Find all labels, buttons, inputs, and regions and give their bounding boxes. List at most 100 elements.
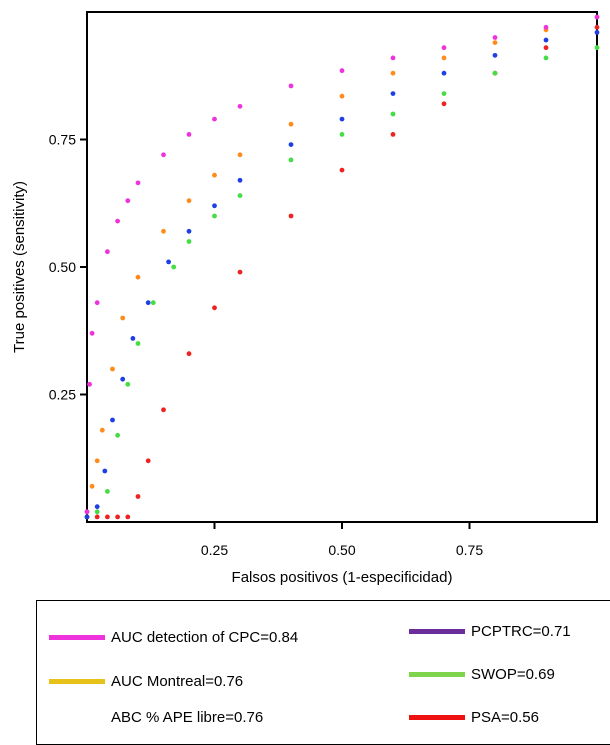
data-point bbox=[237, 103, 243, 109]
data-point bbox=[441, 55, 447, 61]
legend-item-montreal: AUC Montreal=0.76 bbox=[49, 673, 243, 690]
data-point bbox=[115, 514, 120, 520]
legend-swatch-montreal bbox=[49, 679, 105, 684]
data-point bbox=[212, 116, 217, 122]
plot-frame bbox=[86, 11, 598, 523]
data-point bbox=[594, 14, 600, 20]
data-point bbox=[339, 167, 345, 173]
legend-item-swop: SWOP=0.69 bbox=[409, 666, 555, 683]
data-point bbox=[390, 111, 396, 117]
data-point bbox=[594, 45, 600, 51]
data-point bbox=[105, 249, 110, 255]
data-point bbox=[105, 489, 110, 494]
x-tick-label: 0.75 bbox=[456, 542, 483, 558]
data-point bbox=[237, 177, 243, 183]
data-point bbox=[288, 83, 294, 89]
data-point bbox=[89, 330, 95, 336]
data-point bbox=[492, 70, 498, 76]
data-point bbox=[130, 336, 136, 341]
legend: AUC detection of CPC=0.84 AUC Montreal=0… bbox=[36, 600, 610, 745]
data-point bbox=[135, 274, 141, 280]
data-point bbox=[237, 269, 243, 275]
data-point bbox=[441, 70, 447, 76]
legend-label-psa: PSA=0.56 bbox=[471, 709, 539, 726]
x-axis-title: Falsos positivos (1-especificidad) bbox=[232, 569, 453, 586]
legend-item-ape-libre: ABC % APE libre=0.76 bbox=[49, 709, 263, 726]
data-point bbox=[94, 514, 100, 520]
roc-points bbox=[84, 14, 600, 520]
data-point bbox=[441, 91, 447, 96]
legend-swatch-swop bbox=[409, 672, 465, 677]
data-point bbox=[94, 504, 100, 510]
legend-item-psa: PSA=0.56 bbox=[409, 709, 539, 726]
data-point bbox=[145, 458, 151, 464]
data-point bbox=[150, 300, 156, 306]
legend-label-swop: SWOP=0.69 bbox=[471, 666, 555, 683]
legend-label-cpc: AUC detection of CPC=0.84 bbox=[111, 629, 299, 646]
legend-item-pcptrc: PCPTRC=0.71 bbox=[409, 623, 571, 640]
data-point bbox=[94, 300, 100, 306]
x-tick-label: 0.50 bbox=[328, 542, 355, 558]
data-point bbox=[94, 509, 100, 515]
legend-swatch-psa bbox=[409, 715, 465, 720]
legend-swatch-cpc bbox=[49, 635, 105, 640]
series-4 bbox=[84, 24, 600, 520]
y-tick-label: 0.50 bbox=[49, 259, 76, 275]
y-tick-label: 0.25 bbox=[49, 387, 76, 403]
data-point bbox=[110, 366, 115, 372]
data-point bbox=[492, 40, 498, 45]
data-point bbox=[212, 213, 217, 219]
legend-label-pcptrc: PCPTRC=0.71 bbox=[471, 623, 571, 640]
data-point bbox=[115, 432, 120, 438]
data-point bbox=[105, 514, 110, 520]
data-point bbox=[390, 91, 396, 96]
data-point bbox=[125, 198, 131, 204]
data-point bbox=[115, 218, 120, 224]
data-point bbox=[135, 341, 141, 346]
data-point bbox=[288, 157, 294, 163]
data-point bbox=[212, 172, 217, 178]
data-point bbox=[288, 142, 294, 148]
data-point bbox=[543, 24, 549, 30]
y-tick-label: 0.75 bbox=[49, 132, 76, 148]
data-point bbox=[339, 116, 345, 122]
data-point bbox=[171, 264, 177, 270]
data-point bbox=[84, 514, 90, 520]
data-point bbox=[84, 509, 90, 515]
y-axis-title: True positives (sensitivity) bbox=[11, 181, 28, 353]
roc-chart: 0.25 0.50 0.75 0.25 0.50 0.75 Falsos positiv… bbox=[11, 11, 600, 586]
data-point bbox=[543, 45, 549, 51]
data-point bbox=[135, 494, 141, 499]
data-point bbox=[125, 514, 131, 520]
y-axis-ticks: 0.25 0.50 0.75 bbox=[49, 132, 87, 403]
data-point bbox=[135, 180, 141, 186]
data-point bbox=[390, 70, 396, 76]
data-point bbox=[110, 417, 115, 423]
data-point bbox=[186, 351, 192, 357]
data-point bbox=[161, 407, 166, 413]
data-point bbox=[161, 152, 166, 158]
data-point bbox=[390, 55, 396, 61]
data-point bbox=[87, 381, 92, 387]
legend-label-ape-libre: ABC % APE libre=0.76 bbox=[111, 709, 264, 726]
data-point bbox=[125, 381, 131, 387]
legend-swatch-ape-libre bbox=[49, 715, 111, 720]
data-point bbox=[166, 259, 172, 265]
data-point bbox=[102, 468, 108, 474]
legend-item-cpc: AUC detection of CPC=0.84 bbox=[49, 629, 298, 646]
data-point bbox=[94, 458, 100, 464]
data-point bbox=[594, 24, 600, 30]
data-point bbox=[237, 152, 243, 158]
data-point bbox=[186, 198, 192, 204]
data-point bbox=[594, 30, 600, 35]
data-point bbox=[212, 305, 217, 311]
data-point bbox=[543, 55, 549, 61]
data-point bbox=[212, 203, 217, 209]
series-2 bbox=[84, 30, 600, 520]
data-point bbox=[288, 121, 294, 127]
data-point bbox=[186, 228, 192, 234]
series-0 bbox=[84, 14, 600, 515]
data-point bbox=[161, 228, 166, 234]
series-3 bbox=[84, 45, 600, 520]
data-point bbox=[492, 35, 498, 40]
